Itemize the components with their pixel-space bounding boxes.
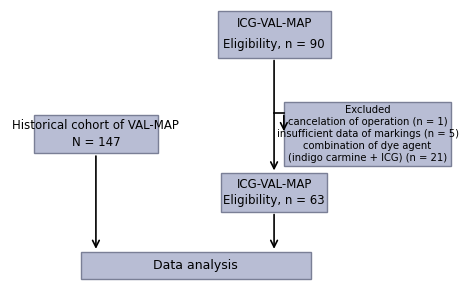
FancyBboxPatch shape: [284, 102, 451, 166]
Text: Historical cohort of VAL-MAP: Historical cohort of VAL-MAP: [12, 119, 179, 132]
Text: Excluded: Excluded: [345, 105, 390, 115]
Text: N = 147: N = 147: [72, 136, 120, 149]
FancyBboxPatch shape: [34, 115, 158, 153]
FancyBboxPatch shape: [221, 173, 328, 212]
Text: ICG-VAL-MAP: ICG-VAL-MAP: [237, 178, 312, 191]
Text: ICG-VAL-MAP: ICG-VAL-MAP: [237, 18, 312, 31]
Text: (indigo carmine + ICG) (n = 21): (indigo carmine + ICG) (n = 21): [288, 153, 447, 163]
Text: combination of dye agent: combination of dye agent: [303, 141, 431, 151]
FancyBboxPatch shape: [218, 11, 330, 58]
FancyBboxPatch shape: [81, 252, 311, 279]
Text: Eligibility, n = 63: Eligibility, n = 63: [223, 194, 325, 207]
Text: cancelation of operation (n = 1): cancelation of operation (n = 1): [288, 117, 447, 127]
Text: Data analysis: Data analysis: [154, 259, 238, 272]
Text: insufficient data of markings (n = 5): insufficient data of markings (n = 5): [276, 129, 458, 139]
Text: Eligibility, n = 90: Eligibility, n = 90: [223, 38, 325, 51]
